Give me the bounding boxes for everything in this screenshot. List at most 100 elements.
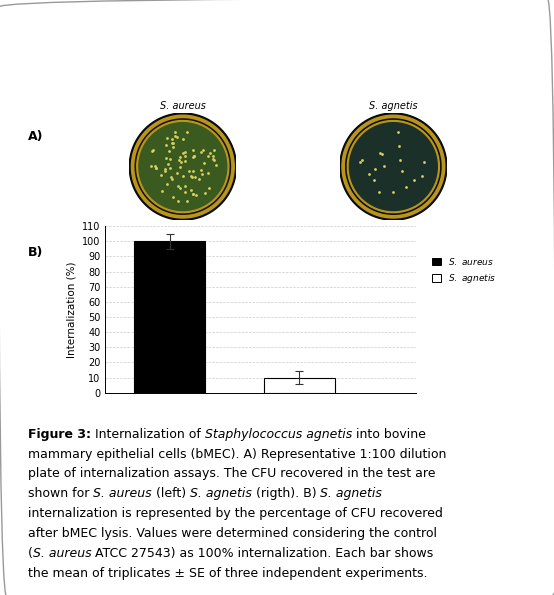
Point (151, 163, 160, 173)
Point (171, 131, 179, 140)
Text: plate of internalization assays. The CFU recovered in the test are: plate of internalization assays. The CFU… (28, 468, 435, 480)
Point (410, 176, 419, 185)
Point (189, 189, 198, 199)
Point (389, 187, 398, 196)
Point (364, 170, 373, 179)
Polygon shape (347, 121, 439, 212)
Point (183, 128, 192, 137)
Point (398, 166, 407, 176)
Point (393, 127, 402, 137)
Point (187, 171, 196, 180)
Text: S. agnetis: S. agnetis (190, 487, 252, 500)
Point (176, 157, 185, 167)
Point (191, 190, 200, 200)
Point (174, 196, 183, 206)
Text: the mean of triplicates ± SE of three independent experiments.: the mean of triplicates ± SE of three in… (28, 566, 427, 580)
Point (358, 155, 367, 165)
Point (166, 154, 175, 164)
Point (168, 142, 177, 152)
Point (209, 146, 218, 155)
Point (395, 155, 404, 164)
Point (420, 157, 429, 167)
Point (204, 168, 213, 177)
Bar (135, 241, 206, 393)
Title: S. agnetis: S. agnetis (369, 101, 418, 111)
Point (380, 161, 389, 171)
Point (212, 161, 220, 170)
Point (378, 149, 387, 159)
Text: (left): (left) (152, 487, 190, 500)
Point (165, 164, 174, 173)
Point (171, 127, 179, 137)
Point (147, 146, 156, 156)
Point (173, 133, 182, 142)
Point (176, 183, 184, 193)
Text: S. aureus: S. aureus (33, 547, 91, 560)
Text: B): B) (28, 246, 44, 259)
Point (168, 174, 177, 183)
Point (163, 159, 172, 169)
Point (178, 149, 187, 158)
Y-axis label: Internalization (%): Internalization (%) (66, 261, 76, 358)
Point (189, 152, 198, 162)
Text: S. aureus: S. aureus (93, 487, 152, 500)
Point (209, 155, 218, 164)
Point (187, 173, 196, 182)
Polygon shape (139, 123, 227, 211)
Point (176, 162, 184, 171)
Point (168, 139, 177, 148)
Point (189, 152, 198, 161)
Point (185, 166, 194, 176)
Text: after bMEC lysis. Values were determined considering the control: after bMEC lysis. Values were determined… (28, 527, 437, 540)
Point (206, 148, 214, 158)
Point (205, 183, 214, 192)
Text: (: ( (28, 547, 33, 560)
Point (376, 148, 384, 158)
Point (181, 156, 190, 165)
Point (175, 155, 183, 165)
Point (180, 187, 189, 197)
Point (375, 187, 383, 197)
Text: into bovine: into bovine (352, 428, 425, 441)
Text: ATCC 27543) as 100% internalization. Each bar shows: ATCC 27543) as 100% internalization. Eac… (91, 547, 433, 560)
Point (157, 171, 166, 180)
Point (147, 161, 156, 171)
Point (189, 145, 198, 155)
Point (149, 145, 158, 155)
Point (178, 134, 187, 144)
Point (168, 139, 177, 148)
Legend: $\it{S.\ aureus}$, $\it{S.\ agnetis}$: $\it{S.\ aureus}$, $\it{S.\ agnetis}$ (433, 256, 496, 285)
Text: Internalization of: Internalization of (91, 428, 204, 441)
Text: Staphylococcus agnetis: Staphylococcus agnetis (204, 428, 352, 441)
Point (151, 164, 160, 173)
Point (209, 156, 218, 165)
Point (161, 140, 170, 150)
Polygon shape (131, 115, 234, 218)
Point (169, 193, 178, 202)
Point (402, 182, 411, 192)
Text: (rigth). B): (rigth). B) (252, 487, 320, 500)
Point (209, 152, 218, 161)
Point (191, 173, 199, 182)
Point (204, 151, 213, 161)
Point (174, 181, 183, 190)
Polygon shape (340, 113, 447, 220)
Text: Figure 3:: Figure 3: (28, 428, 91, 441)
Point (198, 145, 207, 155)
Point (418, 171, 427, 181)
Point (370, 176, 379, 185)
Point (199, 158, 208, 168)
Point (161, 166, 170, 176)
Point (166, 172, 175, 181)
Point (181, 181, 190, 190)
Polygon shape (137, 121, 229, 212)
Point (167, 134, 176, 144)
Point (157, 186, 166, 196)
Text: A): A) (28, 130, 44, 143)
Title: S. aureus: S. aureus (160, 101, 206, 111)
Bar (264, 378, 335, 393)
Polygon shape (350, 123, 437, 211)
Point (172, 168, 181, 177)
Point (187, 186, 196, 195)
Point (395, 141, 404, 151)
